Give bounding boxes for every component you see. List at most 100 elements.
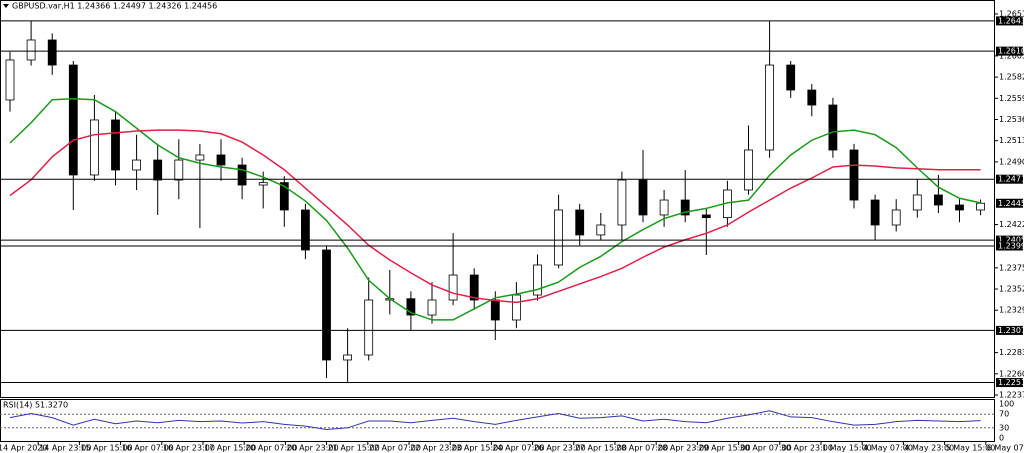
current-price-box: [996, 198, 1023, 208]
indicator-line: [9, 410, 981, 431]
candle-body: [406, 298, 416, 316]
x-tick-label: 5 May 15:00: [946, 444, 996, 453]
candle-body: [765, 64, 774, 151]
level-label: 1.24056: [998, 236, 1024, 245]
candle-body: [512, 294, 521, 321]
candle-body: [300, 209, 310, 251]
x-tick-label: 14 Apr 2020: [0, 444, 47, 453]
moving-average: [9, 98, 981, 321]
candle-body: [216, 154, 226, 166]
candle-body: [870, 199, 880, 226]
y-tick-label: 1.22605: [999, 369, 1024, 378]
level-box: [996, 241, 1023, 251]
y-tick-label: 1.23295: [999, 306, 1024, 315]
candle-body: [744, 149, 753, 191]
candle-body: [343, 354, 353, 361]
candle-body: [47, 39, 57, 66]
x-tick-label: 16 Apr 23:00: [163, 444, 215, 453]
candle-body: [153, 159, 163, 181]
y-tick-label: 1.23755: [999, 263, 1024, 272]
y-tick-label: 1.25135: [999, 136, 1024, 145]
level-label: 1.24717: [998, 175, 1024, 184]
candle-body: [533, 264, 542, 296]
candle-body: [26, 39, 36, 61]
x-tick-label: 16 Apr 07:00: [122, 444, 174, 453]
candle-body: [828, 104, 838, 151]
moving-average: [9, 129, 981, 304]
level-label: 1.26107: [998, 47, 1024, 56]
x-tick-label: 23 Apr 15:00: [451, 444, 503, 453]
x-tick-label: 24 Apr 07:00: [492, 444, 544, 453]
candle-body: [934, 194, 943, 206]
candle-body: [659, 199, 669, 216]
candle-body: [174, 159, 184, 181]
x-tick-label: 1 May 15:00: [822, 444, 872, 453]
y-tick-label: 1.23525: [999, 285, 1024, 294]
x-tick-label: 4 May 23:00: [904, 444, 954, 453]
x-tick-label: 29 Apr 15:00: [698, 444, 750, 453]
indicator-panel: [0, 399, 995, 442]
candle-body: [849, 149, 859, 201]
level-box: [996, 378, 1023, 388]
candle-body: [701, 214, 711, 219]
candle-body: [955, 204, 964, 211]
y-tick-label: 1.25825: [999, 73, 1024, 82]
level-label: 1.22510: [998, 378, 1024, 387]
x-tick-label: 14 Apr 23:00: [39, 444, 91, 453]
x-tick-label: 26 Apr 23:00: [534, 444, 586, 453]
indicator-label: RSI(14) 51.3270: [3, 401, 68, 410]
x-tick-label: 20 Apr 07:00: [245, 444, 297, 453]
candle-body: [638, 179, 648, 216]
x-tick-label: 21 Apr 15:00: [328, 444, 380, 453]
x-tick-label: 22 Apr 23:00: [410, 444, 462, 453]
candle-body: [490, 299, 500, 321]
level-box: [996, 16, 1023, 26]
y-tick-label: 1.26055: [999, 51, 1024, 60]
candle-body: [786, 64, 796, 91]
x-tick-label: 17 Apr 15:00: [204, 444, 256, 453]
y-tick-label: 1.24905: [999, 157, 1024, 166]
candle-body: [237, 164, 247, 186]
x-tick-label: 27 Apr 15:00: [575, 444, 627, 453]
candle-body: [258, 182, 268, 186]
y-tick-label: 1.22835: [999, 348, 1024, 357]
level-box: [996, 325, 1023, 335]
candle-body: [132, 159, 142, 171]
x-tick-label: 28 Apr 23:00: [657, 444, 709, 453]
current-price-label: 1.24456: [998, 199, 1024, 208]
candle-body: [68, 64, 78, 176]
candle-body: [976, 202, 985, 211]
candle-body: [617, 179, 627, 226]
candle-body: [448, 274, 458, 301]
y-tick-label: 1.26510: [999, 10, 1024, 19]
candle-body: [322, 249, 331, 361]
x-tick-label: 20 Apr 23:00: [286, 444, 338, 453]
x-tick-label: 4 May 07:00: [863, 444, 913, 453]
candle-body: [195, 154, 205, 161]
candle-body: [90, 119, 99, 176]
candle-body: [575, 209, 585, 236]
level-label: 1.23992: [998, 242, 1024, 251]
candle-body: [5, 59, 15, 101]
level-label: 1.26435: [998, 16, 1024, 25]
y-tick-label: 1.25365: [999, 115, 1024, 124]
candle-body: [680, 199, 690, 216]
x-tick-label: 15 Apr 15:00: [80, 444, 132, 453]
indicator-tick-label: 30: [999, 423, 1009, 432]
menu-arrow: [3, 4, 9, 8]
indicator-tick-label: 70: [999, 410, 1009, 419]
x-tick-label: 22 Apr 07:00: [369, 444, 421, 453]
candle-body: [596, 224, 606, 236]
level-box: [996, 235, 1023, 245]
candle-body: [111, 119, 120, 171]
x-tick-label: 30 Apr 23:00: [781, 444, 833, 453]
candle-body: [469, 274, 479, 301]
candle-body: [554, 209, 563, 266]
x-tick-label: 6 May 07:00: [987, 444, 1024, 453]
x-tick-label: 30 Apr 07:00: [740, 444, 792, 453]
indicator-tick-label: 100: [999, 400, 1014, 409]
indicator-tick-label: 0: [999, 434, 1004, 443]
level-box: [996, 46, 1023, 56]
chart-title: GBPUSD.var,H1 1.24366 1.24497 1.24326 1.…: [12, 2, 217, 11]
